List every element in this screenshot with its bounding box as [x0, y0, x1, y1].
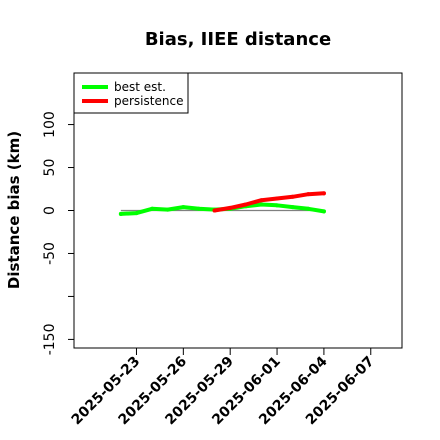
data-point — [165, 207, 170, 212]
chart-title: Bias, IIEE distance — [145, 29, 331, 50]
data-point — [150, 206, 155, 211]
data-point — [290, 205, 295, 210]
y-tick-label: 50 — [42, 159, 58, 177]
y-tick-label: -50 — [42, 242, 58, 265]
data-point — [259, 202, 264, 207]
y-tick-label: -150 — [42, 324, 58, 356]
legend: best est.persistence — [73, 72, 189, 114]
y-axis: -150 -50 0 50 100 — [42, 111, 75, 356]
data-point — [118, 211, 123, 216]
data-point — [306, 206, 311, 211]
legend-label: best est. — [114, 80, 166, 94]
data-point — [196, 206, 201, 211]
data-point — [321, 191, 326, 196]
data-point — [212, 208, 217, 213]
data-point — [181, 205, 186, 210]
data-point — [243, 202, 248, 207]
y-tick-label: 0 — [42, 206, 58, 215]
data-point — [228, 205, 233, 210]
data-point — [275, 203, 280, 208]
data-point — [306, 192, 311, 197]
data-point — [321, 209, 326, 214]
x-axis: 2025-05-232025-05-262025-05-292025-06-01… — [69, 348, 378, 428]
legend-label: persistence — [114, 94, 183, 108]
series-line — [212, 191, 326, 213]
data-point — [134, 211, 139, 216]
data-point — [290, 194, 295, 199]
data-point — [259, 198, 264, 203]
data-point — [275, 196, 280, 201]
legend-box — [73, 72, 189, 114]
y-axis-label: Distance bias (km) — [5, 131, 23, 289]
series-persistence — [212, 191, 326, 213]
y-tick-label: 100 — [42, 111, 58, 138]
series-layer — [118, 191, 326, 216]
